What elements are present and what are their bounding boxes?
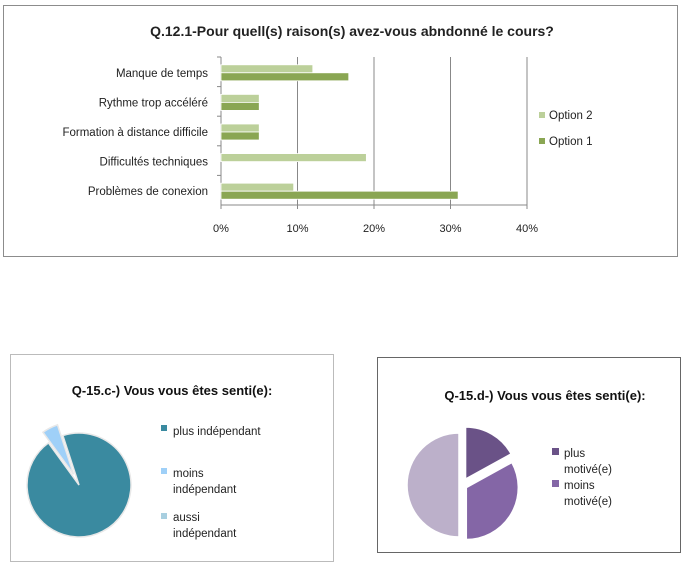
pie-2-title: Q-15.d-) Vous vous êtes senti(e): (444, 388, 645, 403)
pie-2-slice (464, 426, 513, 481)
legend-label: Option 2 (549, 110, 592, 122)
y-tick-label: Rythme trop accéléré (99, 97, 208, 109)
pie-1-legend-swatch (161, 468, 167, 474)
pie-1-title: Q-15.c-) Vous vous êtes senti(e): (72, 383, 273, 398)
x-tick-label: 20% (363, 223, 385, 235)
y-tick-label: Formation à distance difficile (62, 127, 208, 139)
bar-chart-frame (3, 5, 678, 257)
pie-1-slice (26, 432, 132, 538)
legend-swatch (539, 112, 545, 118)
y-tick-label: Problèmes de conexion (88, 186, 208, 198)
bar-option-2 (220, 153, 367, 163)
bar-chart-title: Q.12.1-Pour quell(s) raison(s) avez-vous… (150, 23, 554, 39)
legend-label: Option 1 (549, 136, 592, 148)
pie-2-legend-label: moins motivé(e) (564, 480, 612, 508)
x-tick-label: 0% (213, 223, 229, 235)
pie-1-legend-label: moins indépendant (173, 468, 237, 496)
bar-option-2 (220, 64, 314, 74)
x-tick-label: 10% (286, 223, 308, 235)
pie-1-slice (41, 423, 75, 475)
pie-2-legend-label: plus motivé(e) (564, 448, 612, 476)
legend-swatch (539, 138, 545, 144)
bar-option-1 (220, 72, 350, 82)
pie-2-slice (465, 461, 520, 541)
bar-option-2 (220, 123, 260, 133)
pie-2-slice (406, 432, 460, 538)
y-tick-label: Manque de temps (116, 68, 208, 80)
bar-option-2 (220, 182, 295, 192)
y-tick-label: Difficultés techniques (100, 157, 209, 169)
bar-option-2 (220, 94, 260, 103)
pie-2-legend-swatch (552, 480, 559, 487)
pie-1-legend-label: plus indépendant (173, 426, 261, 438)
pie-1-legend-label: aussi indépendant (173, 512, 237, 540)
x-tick-label: 30% (439, 223, 461, 235)
pie-1-legend-swatch (161, 513, 167, 519)
x-tick-label: 40% (516, 223, 538, 235)
bar-option-1 (220, 102, 260, 111)
pie-2-legend-swatch (552, 448, 559, 455)
bar-option-1 (220, 131, 260, 141)
pie-1-legend-swatch (161, 425, 167, 431)
bar-option-1 (220, 190, 459, 200)
